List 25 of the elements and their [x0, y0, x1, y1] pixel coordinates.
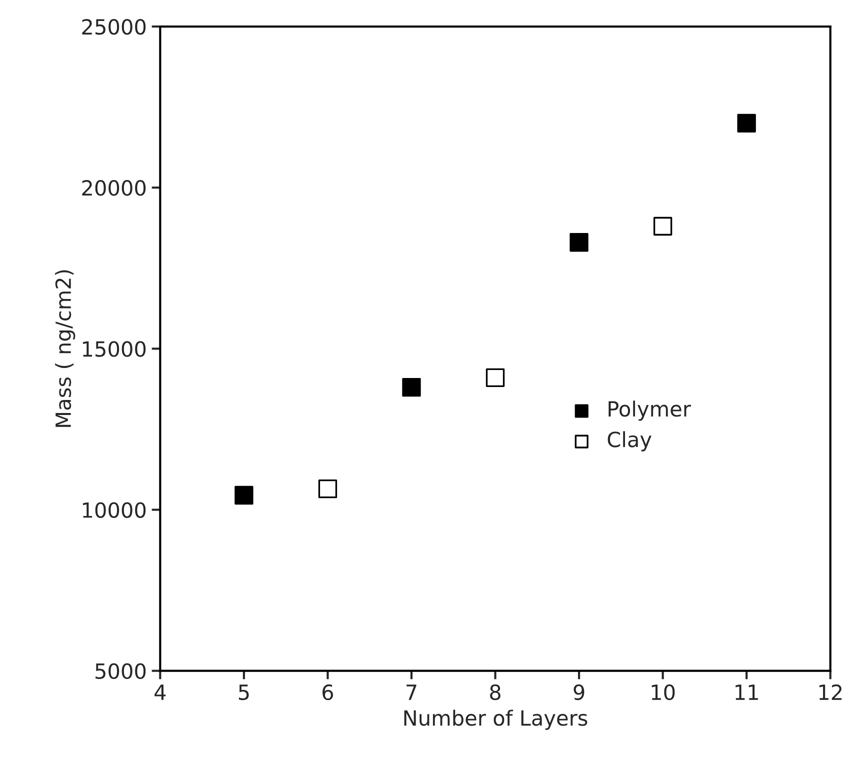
legend-label: Clay: [608, 431, 652, 452]
y-tick-label: 15000: [82, 341, 146, 357]
y-tick-label: 10000: [82, 502, 146, 518]
point: [570, 233, 588, 252]
x-tick-label: 8: [490, 684, 500, 700]
point: [737, 114, 756, 133]
y-axis-title: Mass ( ng/cm2): [55, 270, 76, 427]
x-tick-label: 11: [736, 684, 758, 700]
point: [234, 486, 254, 505]
x-tick-label: 7: [406, 684, 416, 700]
point: [653, 216, 672, 236]
point: [402, 378, 421, 397]
y-tick-label: 5000: [96, 663, 146, 680]
y-tick-label: 25000: [82, 18, 146, 35]
x-tick-label: 12: [819, 684, 842, 700]
point: [486, 368, 505, 388]
x-tick-label: 5: [238, 684, 249, 700]
point: [318, 479, 338, 498]
x-axis-title: Number of Layers: [404, 710, 588, 730]
x-tick-label: 6: [322, 684, 334, 700]
legend-label: Polymer: [608, 400, 691, 421]
x-tick-label: 4: [154, 684, 166, 700]
x-tick-label: 9: [574, 684, 584, 700]
x-tick-label: 10: [652, 684, 675, 700]
y-tick-label: 20000: [82, 180, 146, 196]
